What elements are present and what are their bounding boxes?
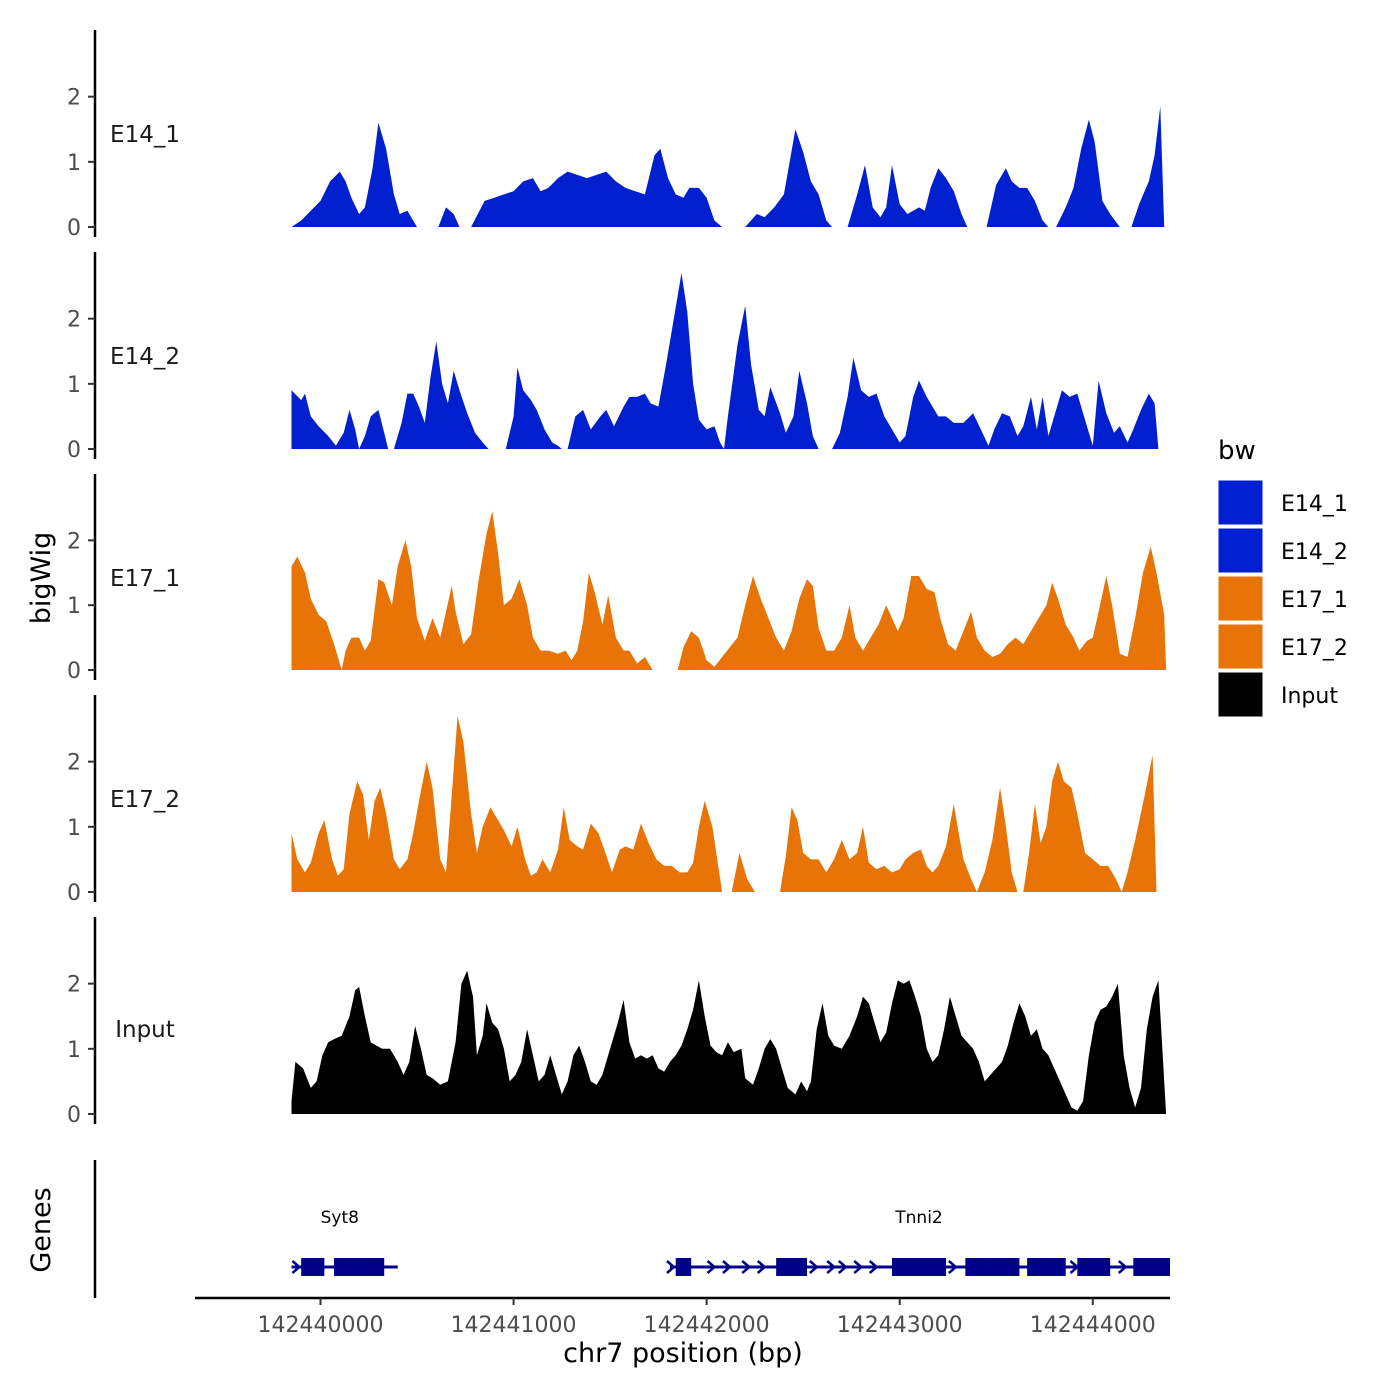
legend: bw E14_1 E14_2 E17_1 E17_2 Input [1217,436,1348,718]
strand-arrow [666,1260,676,1274]
area-e17-1 [677,546,1167,670]
strand-arrow [826,1260,837,1274]
y-tick-label: 0 [67,216,81,241]
track-label-e14-1: E14_1 [110,122,180,148]
y-tick-label: 0 [67,438,81,463]
y-tick-label: 2 [67,751,81,776]
y-tick-label: 2 [67,308,81,333]
x-tick-label: 142441000 [451,1313,577,1338]
y-tick-label: 1 [67,373,81,398]
x-tick-label: 142442000 [644,1313,770,1338]
legend-label: E14_2 [1281,540,1348,565]
area-e14-1 [471,148,723,227]
legend-label: E17_2 [1281,636,1348,661]
strand-arrow [809,1260,819,1274]
y-tick-label: 2 [67,973,81,998]
strand-arrow [741,1260,752,1274]
x-tick-label: 142440000 [258,1313,384,1338]
exon [1077,1258,1111,1276]
track-input: 0 1 2 Input [67,917,1167,1128]
legend-swatch [1217,671,1264,718]
x-axis: 142440000 142441000 142442000 142443000 1424… [195,1296,1170,1338]
legend-label: Input [1281,684,1338,709]
strand-arrow [706,1260,717,1274]
area-e17-2 [1023,755,1157,892]
x-axis-label: chr7 position (bp) [563,1338,803,1369]
track-e14-2: 0 1 2 E14_2 [67,252,1159,463]
legend-swatch [1217,479,1264,526]
gene-syt8: Syt8 [291,1208,398,1276]
track-e14-1: 0 1 2 E14_1 [67,30,1165,241]
exon [965,1258,989,1276]
y-tick-label: 2 [67,529,81,554]
gene-tnni2: Tnni2 [666,1208,1170,1276]
area-input [291,970,1167,1114]
track-label-e17-2: E17_2 [110,787,180,813]
genes-axis-label: Genes [26,1187,57,1272]
exon [334,1258,385,1276]
y-tick-label: 1 [67,594,81,619]
strand-arrow [948,1260,958,1274]
y-tick-label: 0 [67,1103,81,1128]
exon [675,1258,692,1276]
y-tick-label: 1 [67,1038,81,1063]
strand-arrow [853,1260,864,1274]
y-tick-label: 1 [67,151,81,176]
genes-panel: Syt8 Tnni2 [93,1160,1170,1298]
y-tick-label: 0 [67,881,81,906]
exon [301,1258,325,1276]
area-e17-2 [291,716,723,892]
track-e17-2: 0 1 2 E17_2 [67,695,1157,906]
track-e17-1: 0 1 2 E17_1 [67,474,1167,684]
area-e14-1 [986,168,1049,227]
legend-label: E17_1 [1281,588,1348,613]
exon [1027,1258,1066,1276]
y-tick-label: 2 [67,86,81,111]
strand-arrow [868,1260,879,1274]
legend-swatch [1217,575,1264,622]
exon [1133,1258,1170,1276]
strand-arrow [756,1260,767,1274]
strand-arrow [722,1260,732,1274]
legend-title: bw [1218,436,1256,466]
track-label-e14-2: E14_2 [110,344,180,370]
x-tick-label: 142444000 [1030,1313,1156,1338]
area-e14-2 [832,357,1159,449]
strand-arrow [291,1260,302,1274]
y-axis-label: bigWig [26,532,57,625]
legend-swatch [1217,527,1264,574]
gene-label: Tnni2 [894,1208,942,1228]
exon [776,1258,808,1276]
strand-arrow [837,1260,848,1274]
area-e14-1 [1131,106,1165,227]
area-e14-1 [438,207,460,227]
strand-arrow [1117,1260,1128,1274]
area-e17-2 [731,852,755,892]
area-e17-1 [291,511,653,670]
y-tick-label: 1 [67,816,81,841]
area-e14-2 [291,341,489,449]
x-tick-label: 142443000 [837,1313,963,1338]
exon [988,1258,1020,1276]
gene-label: Syt8 [321,1208,359,1228]
legend-item-input: Input [1217,671,1338,718]
y-tick-label: 0 [67,659,81,684]
area-e14-1 [745,129,833,227]
area-e14-2 [505,273,819,449]
legend-swatch [1217,623,1264,670]
legend-item-e14-2: E14_2 [1217,527,1348,574]
exon [891,1258,947,1276]
legend-item-e17-2: E17_2 [1217,623,1348,670]
tracks: 0 1 2 E14_1 0 1 2 E14_2 0 1 2 E17_1 0 1 2 E17_2 0 1 2 Input [67,30,1167,1128]
track-label-e17-1: E17_1 [110,566,180,592]
legend-item-e17-1: E17_1 [1217,575,1348,622]
area-e14-1 [847,165,968,227]
track-label-input: Input [115,1017,175,1043]
legend-item-e14-1: E14_1 [1217,479,1348,526]
area-e14-1 [1056,119,1120,227]
area-e17-2 [780,787,1018,892]
legend-label: E14_1 [1281,492,1348,517]
area-e14-1 [291,122,417,227]
